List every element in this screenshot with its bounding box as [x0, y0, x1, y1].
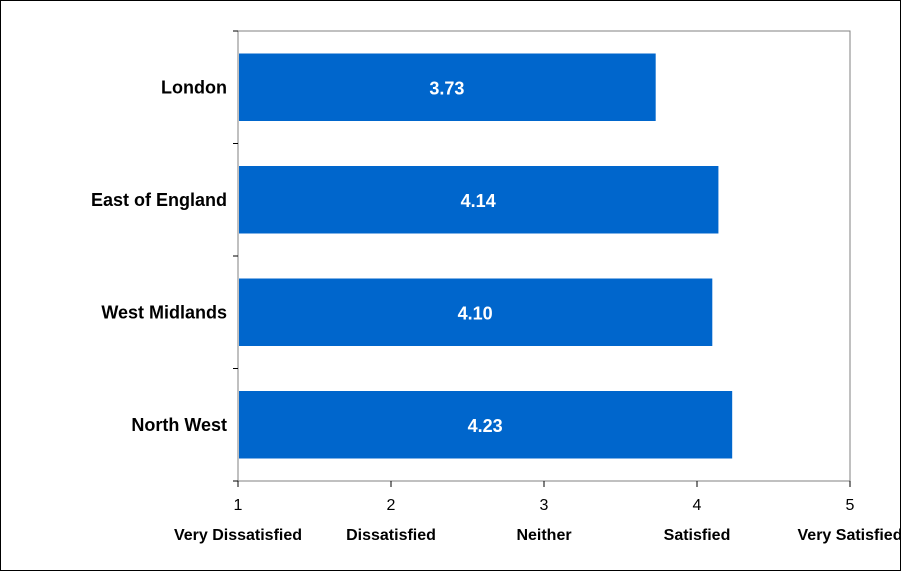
x-tick-label: 1 — [234, 497, 243, 514]
bar-north-west — [239, 391, 733, 459]
category-label: East of England — [91, 190, 227, 210]
x-tick-word: Very Dissatisfied — [174, 527, 302, 544]
x-tick-label: 2 — [387, 497, 396, 514]
x-tick-word: Satisfied — [664, 527, 731, 544]
x-tick-word: Dissatisfied — [346, 527, 436, 544]
x-tick-word: Very Satisfied — [798, 527, 901, 544]
value-label: 4.14 — [461, 191, 496, 211]
x-tick-label: 4 — [693, 497, 702, 514]
bar-east-of-england — [239, 166, 719, 234]
bar-west-midlands — [239, 278, 713, 346]
x-tick-label: 3 — [540, 497, 549, 514]
value-label: 4.23 — [468, 416, 503, 436]
value-label: 4.10 — [458, 303, 493, 323]
x-tick-word: Neither — [516, 527, 571, 544]
bar-london — [239, 53, 656, 121]
category-label: London — [161, 77, 227, 97]
category-label: North West — [131, 415, 227, 435]
category-label: West Midlands — [101, 302, 227, 322]
x-tick-label: 5 — [846, 497, 855, 514]
value-label: 3.73 — [429, 78, 464, 98]
